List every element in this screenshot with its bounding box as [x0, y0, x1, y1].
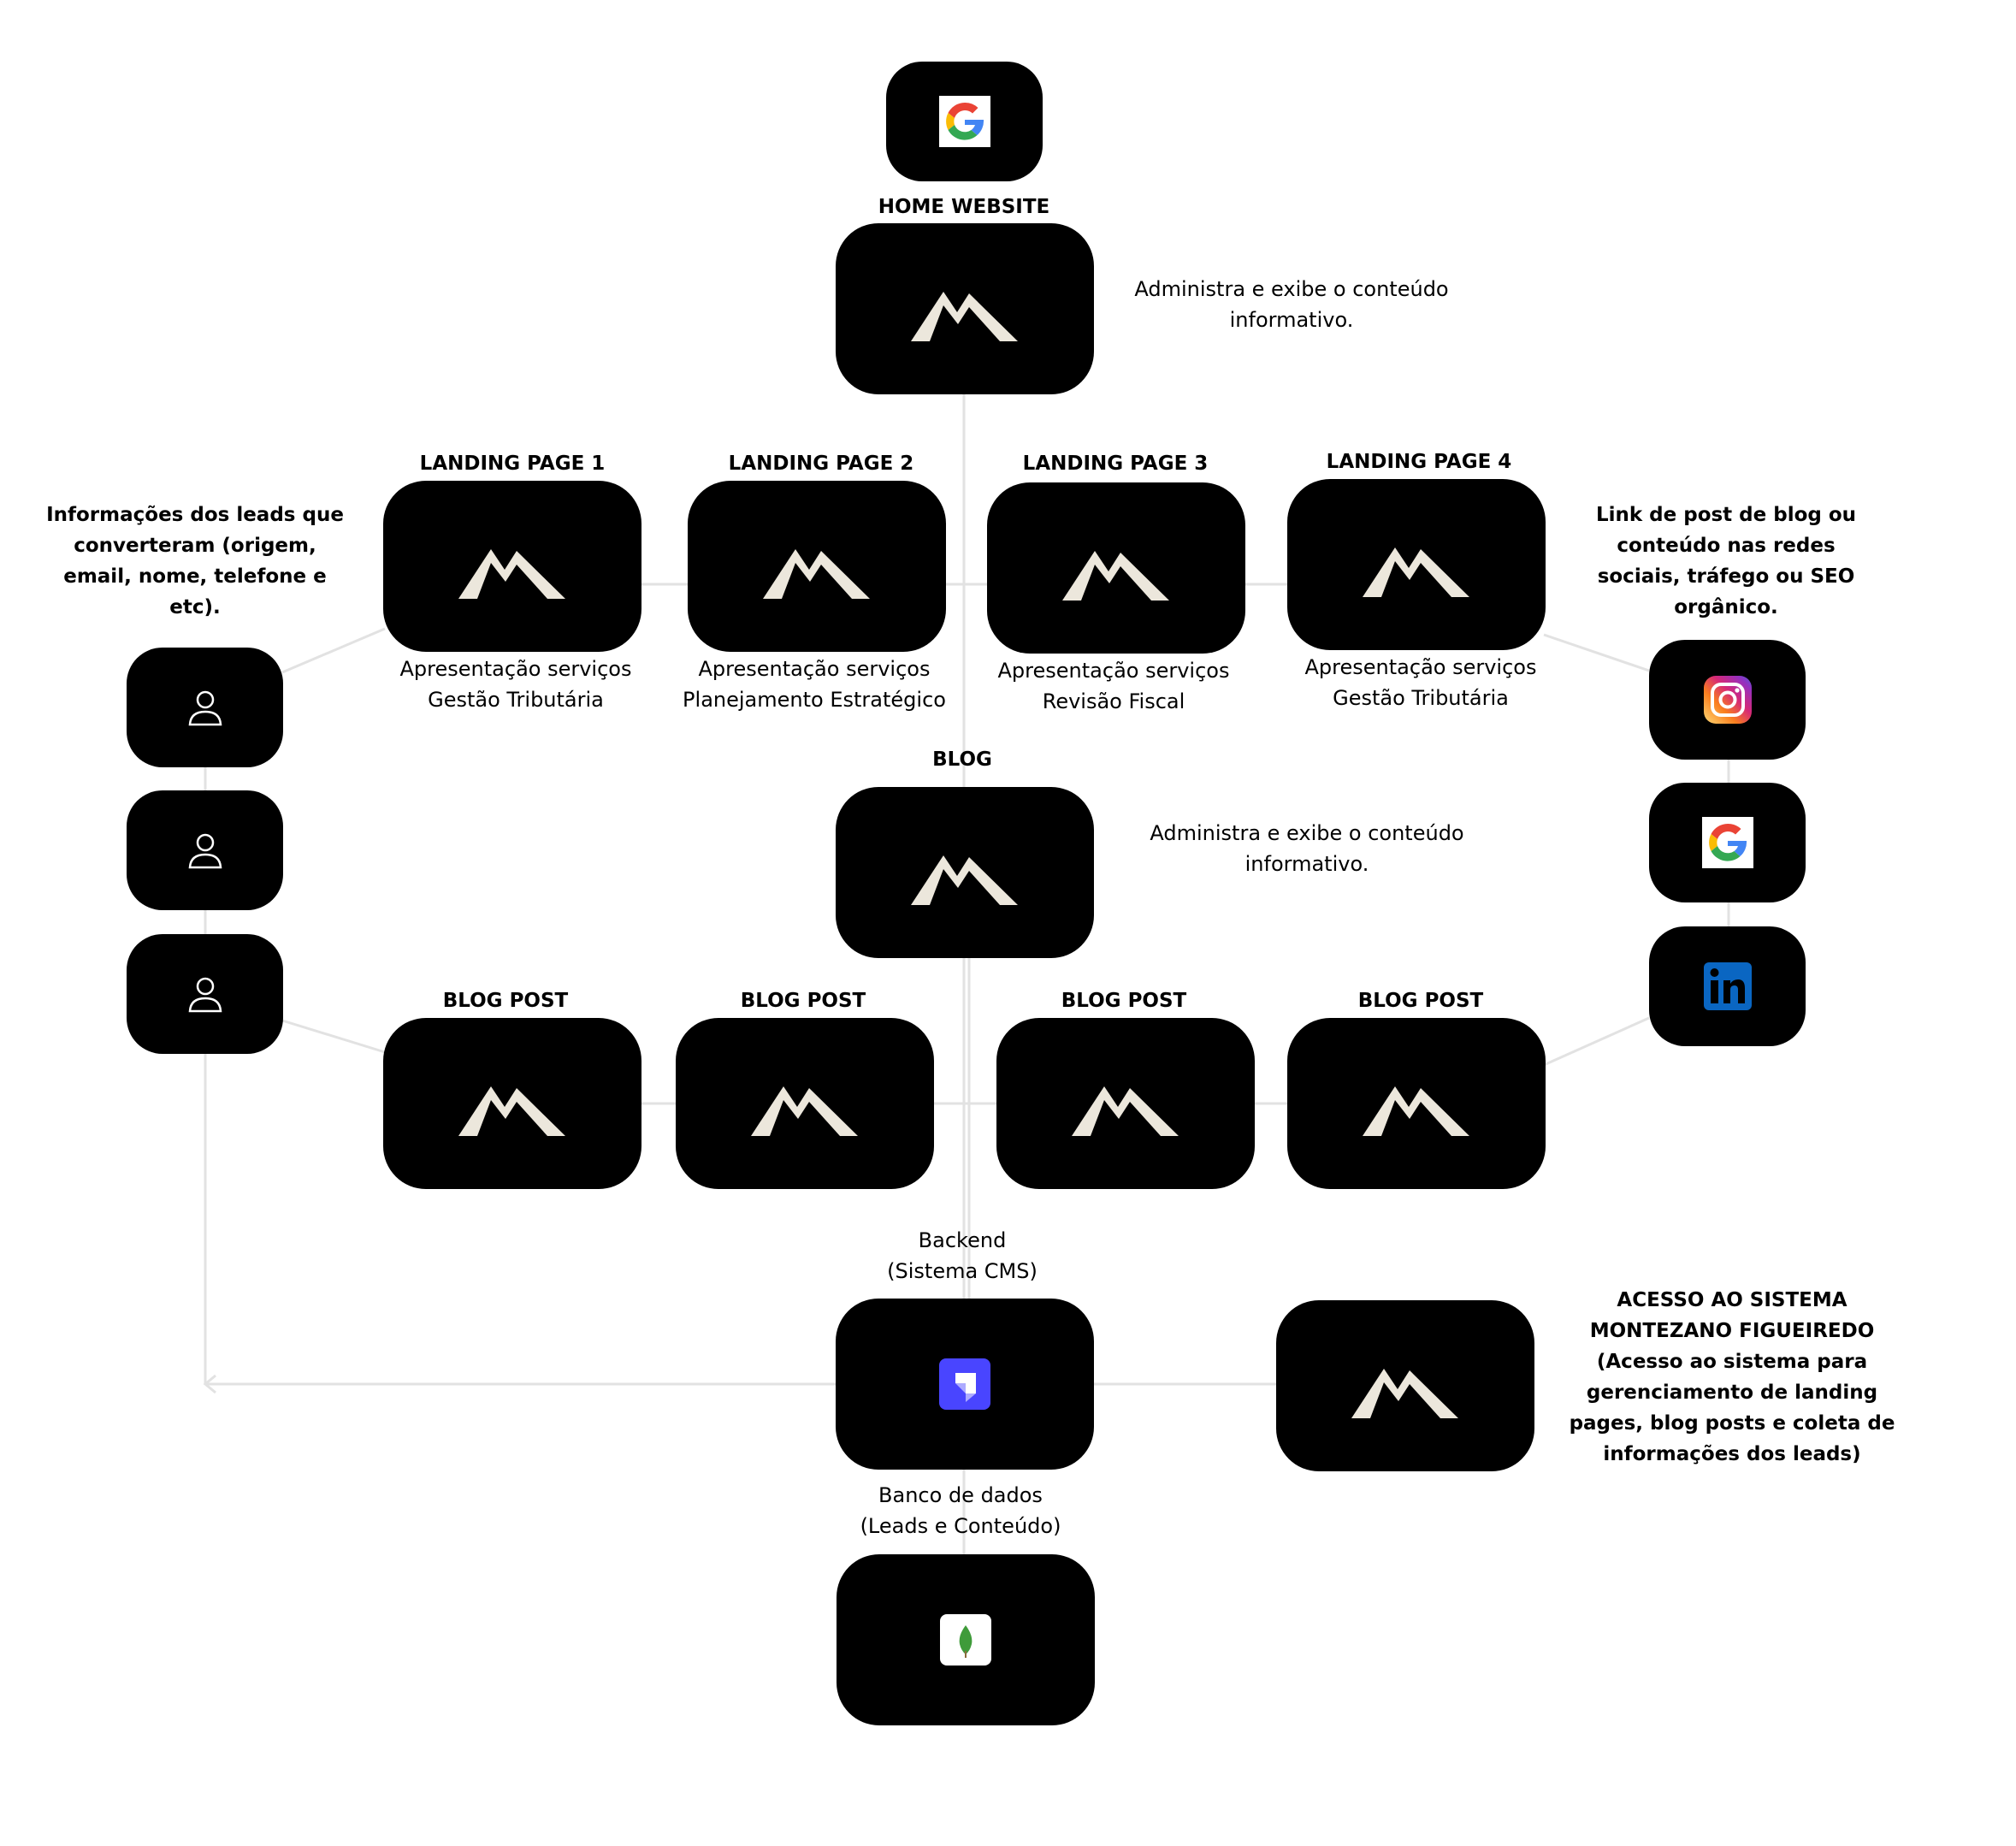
landing-page-2-node[interactable] [688, 481, 946, 652]
landing-page-2-description: Apresentação serviços Planejamento Estra… [683, 654, 946, 715]
traffic-note-line: Link de post de blog ou [1595, 504, 1857, 526]
mongodb-icon [940, 1614, 991, 1666]
connector-leads-to-bp1 [281, 1019, 386, 1054]
blog-post-4-node[interactable] [1287, 1018, 1546, 1189]
blog-desc-line: informativo. [1244, 852, 1369, 876]
system-access-note-line: MONTEZANO FIGUEIREDO [1589, 1320, 1875, 1342]
system-access-note-line: ACESSO AO SISTEMA [1617, 1289, 1848, 1311]
mf-logo-icon [911, 292, 1018, 341]
leads-note-line: email, nome, telefone e [63, 565, 327, 588]
blog-post-1-label: BLOG POST [442, 990, 569, 1012]
mf-logo-icon [1062, 551, 1169, 601]
instagram-icon [1703, 676, 1752, 724]
mf-logo-icon [1363, 1086, 1469, 1136]
strapi-icon [939, 1358, 990, 1410]
landing-page-2-desc-line: Apresentação serviços [698, 657, 931, 681]
mf-logo-icon [751, 1086, 858, 1136]
landing-page-4-desc-line: Apresentação serviços [1304, 655, 1537, 679]
landing-page-1-node[interactable] [383, 481, 641, 652]
mf-logo-icon [458, 549, 565, 599]
blog-post-2-node[interactable] [676, 1018, 934, 1189]
landing-page-3-desc-line: Revisão Fiscal [1042, 689, 1185, 713]
landing-page-4-description: Apresentação serviços Gestão Tributária [1305, 652, 1537, 713]
traffic-note-line: sociais, tráfego ou SEO [1597, 565, 1855, 588]
linkedin-icon [1703, 962, 1752, 1010]
google-icon [1701, 817, 1753, 868]
blog-post-2-label: BLOG POST [740, 990, 866, 1012]
blog-desc-line: Administra e exibe o conteúdo [1150, 821, 1464, 845]
system-access-note-line: gerenciamento de landing [1586, 1382, 1878, 1404]
backend-label-line: Backend [918, 1228, 1007, 1252]
connector-traffic-to-bp4 [1543, 1016, 1650, 1067]
google-node[interactable] [1649, 783, 1806, 902]
leads-note-line: etc). [169, 596, 221, 618]
landing-page-1-label: LANDING PAGE 1 [419, 453, 606, 475]
leads-note: Informações dos leads que converteram (o… [46, 500, 344, 623]
connector-traffic-to-lp4 [1543, 633, 1650, 672]
user-icon [188, 833, 222, 869]
connector-arrowhead [203, 1374, 216, 1394]
mf-logo-icon [458, 1086, 565, 1136]
mf-logo-icon [1351, 1369, 1458, 1418]
lead-node[interactable] [127, 648, 283, 767]
leads-note-line: converteram (origem, [74, 535, 316, 557]
user-icon [188, 690, 222, 726]
instagram-node[interactable] [1649, 640, 1806, 760]
landing-page-2-desc-line: Planejamento Estratégico [683, 688, 946, 712]
system-access-note: ACESSO AO SISTEMA MONTEZANO FIGUEIREDO (… [1570, 1285, 1895, 1470]
landing-page-4-label: LANDING PAGE 4 [1326, 451, 1512, 473]
blog-post-4-label: BLOG POST [1357, 990, 1484, 1012]
system-access-node[interactable] [1276, 1300, 1534, 1471]
landing-page-1-desc-line: Gestão Tributária [428, 688, 604, 712]
landing-page-4-desc-line: Gestão Tributária [1333, 686, 1509, 710]
mf-logo-icon [911, 855, 1018, 905]
landing-page-1-desc-line: Apresentação serviços [399, 657, 632, 681]
traffic-note-line: conteúdo nas redes [1617, 535, 1836, 557]
traffic-note: Link de post de blog ou conteúdo nas red… [1596, 500, 1856, 623]
system-access-note-line: pages, blog posts e coleta de [1569, 1412, 1895, 1435]
landing-page-3-node[interactable] [987, 482, 1245, 654]
landing-page-2-label: LANDING PAGE 2 [728, 453, 914, 475]
mf-logo-icon [1072, 1086, 1179, 1136]
home-desc-line: Administra e exibe o conteúdo [1134, 277, 1449, 301]
linkedin-node[interactable] [1649, 926, 1806, 1046]
google-icon [938, 96, 990, 147]
landing-page-3-description: Apresentação serviços Revisão Fiscal [998, 655, 1230, 717]
backend-label: Backend (Sistema CMS) [887, 1225, 1038, 1287]
user-icon [188, 977, 222, 1013]
lead-node[interactable] [127, 790, 283, 910]
blog-label: BLOG [932, 748, 992, 771]
connector-leads-to-lp1 [281, 627, 386, 674]
system-access-note-line: (Acesso ao sistema para [1596, 1351, 1868, 1373]
landing-page-1-description: Apresentação serviços Gestão Tributária [400, 654, 632, 715]
database-label: Banco de dados (Leads e Conteúdo) [860, 1480, 1061, 1541]
leads-note-line: Informações dos leads que [46, 504, 344, 526]
landing-page-3-desc-line: Apresentação serviços [997, 659, 1230, 683]
blog-node[interactable] [836, 787, 1094, 958]
landing-page-4-node[interactable] [1287, 479, 1546, 650]
landing-page-3-label: LANDING PAGE 3 [1022, 453, 1209, 475]
backend-label-line: (Sistema CMS) [887, 1259, 1038, 1283]
google-search-node[interactable] [886, 62, 1043, 181]
blog-post-1-node[interactable] [383, 1018, 641, 1189]
mf-logo-icon [1363, 547, 1469, 597]
blog-post-3-node[interactable] [996, 1018, 1255, 1189]
system-access-note-line: informações dos leads) [1603, 1443, 1861, 1465]
blog-post-3-label: BLOG POST [1061, 990, 1187, 1012]
database-label-line: (Leads e Conteúdo) [860, 1514, 1061, 1538]
traffic-note-line: orgânico. [1674, 596, 1778, 618]
backend-cms-node[interactable] [836, 1299, 1094, 1470]
lead-node[interactable] [127, 934, 283, 1054]
blog-description: Administra e exibe o conteúdo informativ… [1150, 818, 1463, 879]
home-desc-line: informativo. [1229, 308, 1354, 332]
home-website-node[interactable] [836, 223, 1094, 394]
home-label: HOME WEBSITE [878, 196, 1050, 218]
database-node[interactable] [837, 1554, 1095, 1725]
mf-logo-icon [763, 549, 870, 599]
home-description: Administra e exibe o conteúdo informativ… [1134, 274, 1448, 335]
database-label-line: Banco de dados [878, 1483, 1043, 1507]
